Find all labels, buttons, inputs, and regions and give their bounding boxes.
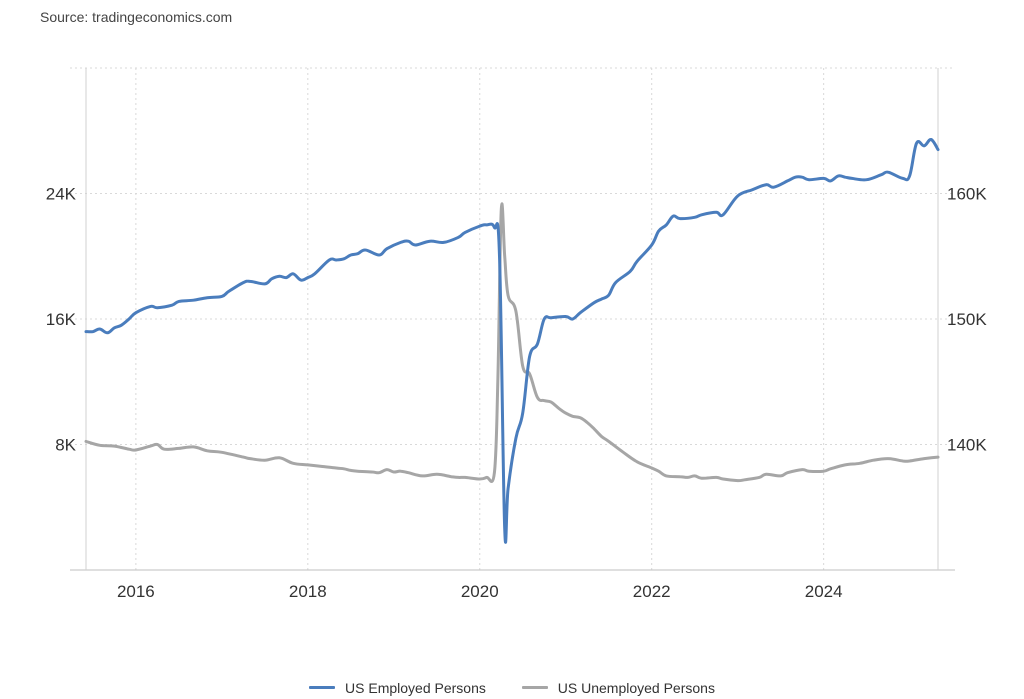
legend-swatch-employed <box>309 686 336 689</box>
legend-item-employed[interactable]: US Employed Persons <box>309 680 486 696</box>
legend-swatch-unemployed <box>521 686 548 689</box>
source-note: Source: tradingeconomics.com <box>40 9 233 25</box>
x-tick-label-2018: 2018 <box>289 582 327 601</box>
x-tick-label-2020: 2020 <box>461 582 499 601</box>
series-line-unemployed <box>84 202 940 483</box>
x-tick-label-2016: 2016 <box>117 582 155 601</box>
y-right-tick-label-150K: 150K <box>947 310 987 329</box>
series-lines <box>84 138 940 544</box>
legend-label-employed: US Employed Persons <box>345 679 486 696</box>
y-right-tick-label-160K: 160K <box>947 185 987 204</box>
legend-item-unemployed[interactable]: US Unemployed Persons <box>521 679 715 696</box>
x-tick-label-2024: 2024 <box>805 582 843 601</box>
line-chart: 2016 2018 2020 2022 2024 8K 16K 24K 140K 150K 160K <box>46 67 988 602</box>
x-tick-label-2022: 2022 <box>633 582 671 601</box>
series-line-employed <box>84 138 940 544</box>
legend: US Employed Persons US Unemployed Person… <box>0 676 1024 696</box>
y-left-tick-label-24K: 24K <box>46 185 77 204</box>
y-left-tick-label-8K: 8K <box>55 436 76 455</box>
grid-lines <box>70 67 955 570</box>
axes <box>70 68 955 571</box>
tick-labels: 2016 2018 2020 2022 2024 8K 16K 24K 140K 150K 160K <box>46 185 988 602</box>
legend-label-unemployed: US Unemployed Persons <box>557 679 715 696</box>
y-right-tick-label-140K: 140K <box>947 436 987 455</box>
y-left-tick-label-16K: 16K <box>46 310 77 329</box>
